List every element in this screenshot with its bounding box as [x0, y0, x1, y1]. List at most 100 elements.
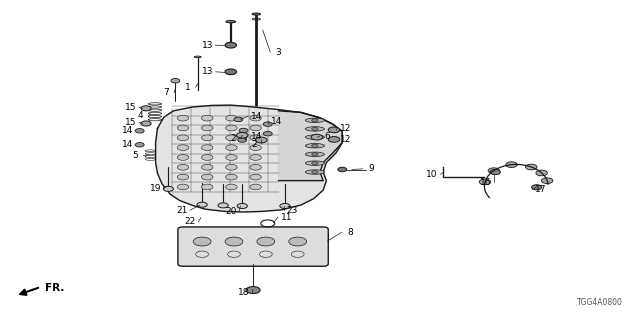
Circle shape: [250, 145, 261, 150]
Polygon shape: [278, 111, 342, 180]
Circle shape: [226, 145, 237, 150]
Circle shape: [202, 145, 213, 150]
Text: 14: 14: [251, 112, 262, 121]
Circle shape: [225, 42, 237, 48]
Circle shape: [312, 144, 318, 147]
Circle shape: [177, 135, 189, 141]
Circle shape: [177, 164, 189, 170]
Text: 8: 8: [347, 228, 353, 237]
Text: 15: 15: [125, 118, 136, 127]
Circle shape: [202, 125, 213, 131]
Circle shape: [218, 203, 228, 208]
Polygon shape: [156, 105, 342, 212]
Circle shape: [135, 142, 144, 147]
Text: 2: 2: [230, 134, 236, 143]
Ellipse shape: [252, 13, 260, 15]
Circle shape: [141, 121, 151, 126]
Text: 13: 13: [202, 67, 213, 76]
Circle shape: [311, 134, 323, 140]
Circle shape: [234, 117, 243, 122]
Circle shape: [328, 137, 340, 142]
Ellipse shape: [305, 135, 324, 140]
Text: 15: 15: [125, 103, 136, 112]
Circle shape: [280, 204, 290, 209]
Circle shape: [250, 155, 261, 160]
Circle shape: [250, 125, 261, 131]
Circle shape: [250, 184, 261, 190]
FancyBboxPatch shape: [178, 227, 328, 266]
Text: 22: 22: [184, 217, 196, 226]
Text: 23: 23: [286, 206, 298, 215]
Circle shape: [312, 162, 318, 165]
Text: 14: 14: [122, 126, 133, 135]
Circle shape: [225, 69, 237, 75]
Circle shape: [263, 132, 272, 136]
Text: 1: 1: [184, 83, 190, 92]
Circle shape: [490, 170, 500, 175]
Circle shape: [239, 128, 248, 133]
Circle shape: [202, 184, 213, 190]
Circle shape: [135, 129, 144, 133]
Circle shape: [202, 155, 213, 160]
Text: 21: 21: [176, 206, 188, 215]
Circle shape: [506, 162, 517, 168]
Text: 11: 11: [280, 212, 292, 222]
Circle shape: [226, 155, 237, 160]
Circle shape: [328, 127, 340, 133]
Circle shape: [202, 164, 213, 170]
Text: 5: 5: [132, 151, 138, 160]
Text: 16: 16: [480, 178, 492, 187]
Circle shape: [250, 174, 261, 180]
Circle shape: [263, 122, 272, 126]
Circle shape: [250, 135, 261, 141]
Ellipse shape: [305, 118, 324, 123]
Text: 2: 2: [251, 140, 257, 148]
Circle shape: [237, 204, 247, 209]
Ellipse shape: [305, 170, 324, 174]
Circle shape: [250, 115, 261, 121]
Circle shape: [177, 155, 189, 160]
Text: 19: 19: [150, 184, 161, 193]
Text: 12: 12: [340, 124, 351, 133]
Circle shape: [488, 168, 500, 173]
Circle shape: [312, 171, 318, 174]
Circle shape: [163, 186, 173, 191]
Circle shape: [250, 164, 261, 170]
Circle shape: [312, 153, 318, 156]
Ellipse shape: [305, 161, 324, 165]
Circle shape: [202, 174, 213, 180]
Circle shape: [525, 164, 537, 170]
Circle shape: [177, 115, 189, 121]
Text: 12: 12: [340, 135, 351, 144]
Text: FR.: FR.: [45, 283, 64, 292]
Ellipse shape: [305, 152, 324, 156]
Circle shape: [289, 237, 307, 246]
Circle shape: [541, 178, 553, 184]
Ellipse shape: [194, 56, 201, 58]
Circle shape: [202, 115, 213, 121]
Circle shape: [257, 237, 275, 246]
Circle shape: [226, 184, 237, 190]
Text: 13: 13: [202, 41, 213, 50]
Ellipse shape: [305, 143, 324, 148]
Text: 4: 4: [138, 111, 143, 120]
Text: 10: 10: [426, 170, 438, 179]
Ellipse shape: [305, 127, 324, 131]
Circle shape: [536, 170, 547, 176]
Text: 7: 7: [163, 88, 169, 97]
Circle shape: [226, 115, 237, 121]
Text: 6: 6: [324, 132, 330, 141]
Text: 9: 9: [368, 164, 374, 173]
Circle shape: [312, 136, 318, 139]
Circle shape: [141, 106, 151, 111]
Circle shape: [238, 138, 246, 142]
Circle shape: [226, 164, 237, 170]
Text: TGG4A0800: TGG4A0800: [577, 298, 623, 307]
Circle shape: [532, 185, 541, 190]
Circle shape: [255, 137, 267, 143]
Text: 14: 14: [271, 117, 282, 126]
Text: 18: 18: [238, 288, 250, 297]
Circle shape: [226, 135, 237, 141]
Ellipse shape: [226, 20, 236, 23]
Circle shape: [479, 179, 491, 185]
